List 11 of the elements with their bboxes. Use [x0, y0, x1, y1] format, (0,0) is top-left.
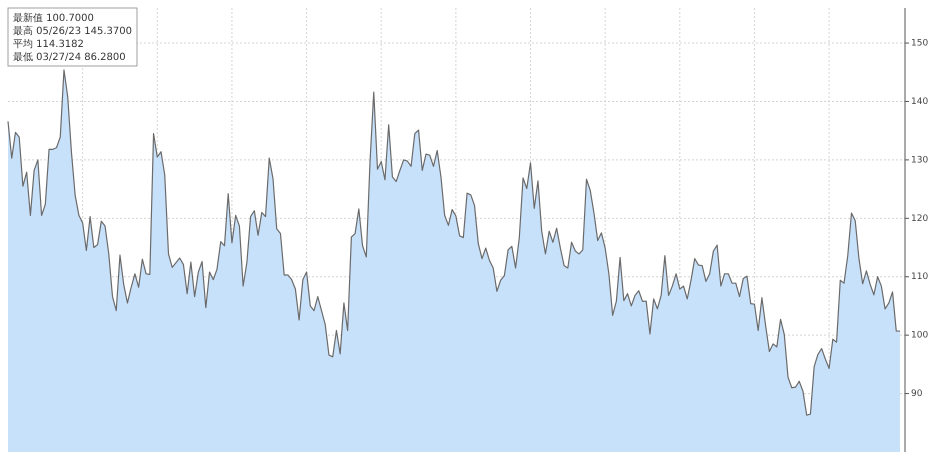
- y-tick-label: 130: [911, 155, 928, 166]
- annotation: 平均 114.3182: [13, 38, 84, 50]
- y-tick-label: 110: [911, 272, 928, 282]
- y-tick-label: 100: [911, 330, 928, 341]
- annotation: 最高 05/26/23 145.3700: [13, 25, 132, 37]
- y-tick-label: 140: [911, 96, 928, 107]
- annotation: 最低 03/27/24 86.2800: [13, 52, 126, 63]
- y-tick-label: 150: [911, 38, 928, 49]
- y-tick-label: 120: [911, 214, 928, 224]
- annotation: 最新值 100.7000: [13, 12, 94, 24]
- y-tick-label: 90: [911, 389, 923, 400]
